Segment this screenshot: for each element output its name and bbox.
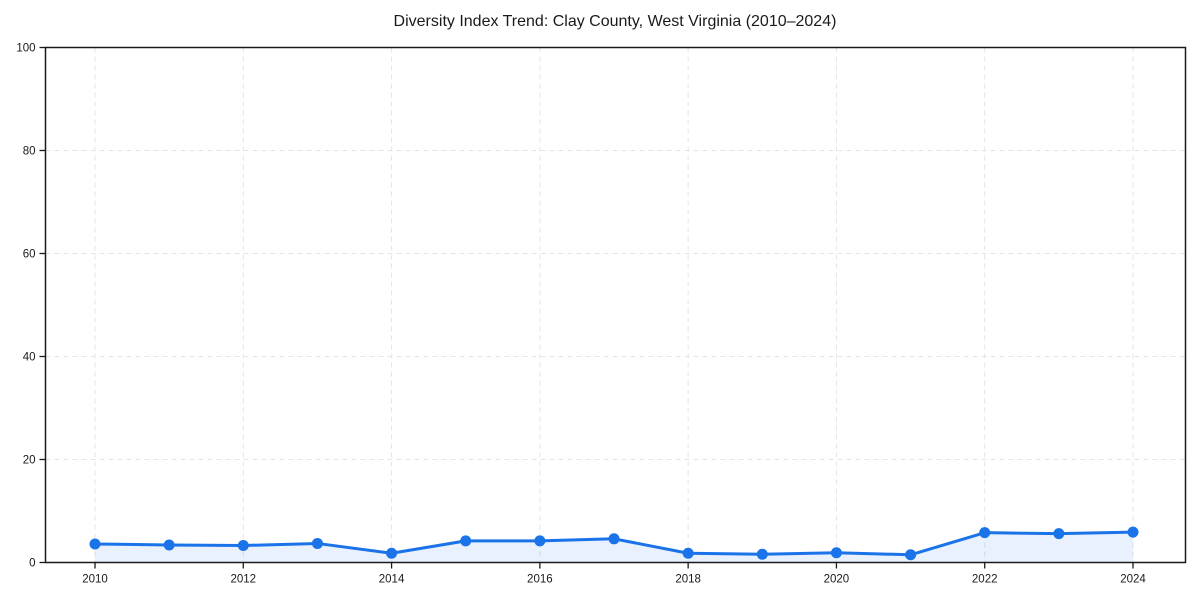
x-tick-label: 2018 [675,574,701,586]
data-point-2022 [979,527,991,539]
y-tick-label: 40 [23,352,36,364]
y-tick-label: 20 [23,455,36,467]
data-point-2014 [386,547,398,559]
y-tick-label: 0 [29,558,35,570]
chart-title: Diversity Index Trend: Clay County, West… [393,13,837,30]
x-tick-label: 2012 [230,574,256,586]
data-point-2017 [608,533,620,545]
data-point-2023 [1053,528,1065,540]
data-point-2018 [682,547,694,559]
y-tick-label: 60 [23,249,36,261]
data-point-2013 [311,537,323,549]
data-point-2012 [237,540,249,552]
plot-frame [44,46,1187,564]
data-point-2010 [89,538,101,550]
x-tick-label: 2016 [527,574,553,586]
data-point-2019 [756,548,768,560]
x-tick-label: 2010 [82,574,108,586]
data-point-2016 [534,535,546,547]
y-tick-label: 100 [16,43,35,55]
data-point-2015 [460,535,472,547]
data-point-2024 [1127,526,1139,538]
x-tick-label: 2020 [824,574,850,586]
data-point-2011 [163,539,175,551]
x-tick-label: 2014 [379,574,405,586]
x-tick-label: 2022 [972,574,998,586]
data-point-2020 [830,547,842,559]
data-point-2021 [905,549,917,561]
x-tick-label: 2024 [1120,574,1146,586]
y-tick-label: 80 [23,146,36,158]
